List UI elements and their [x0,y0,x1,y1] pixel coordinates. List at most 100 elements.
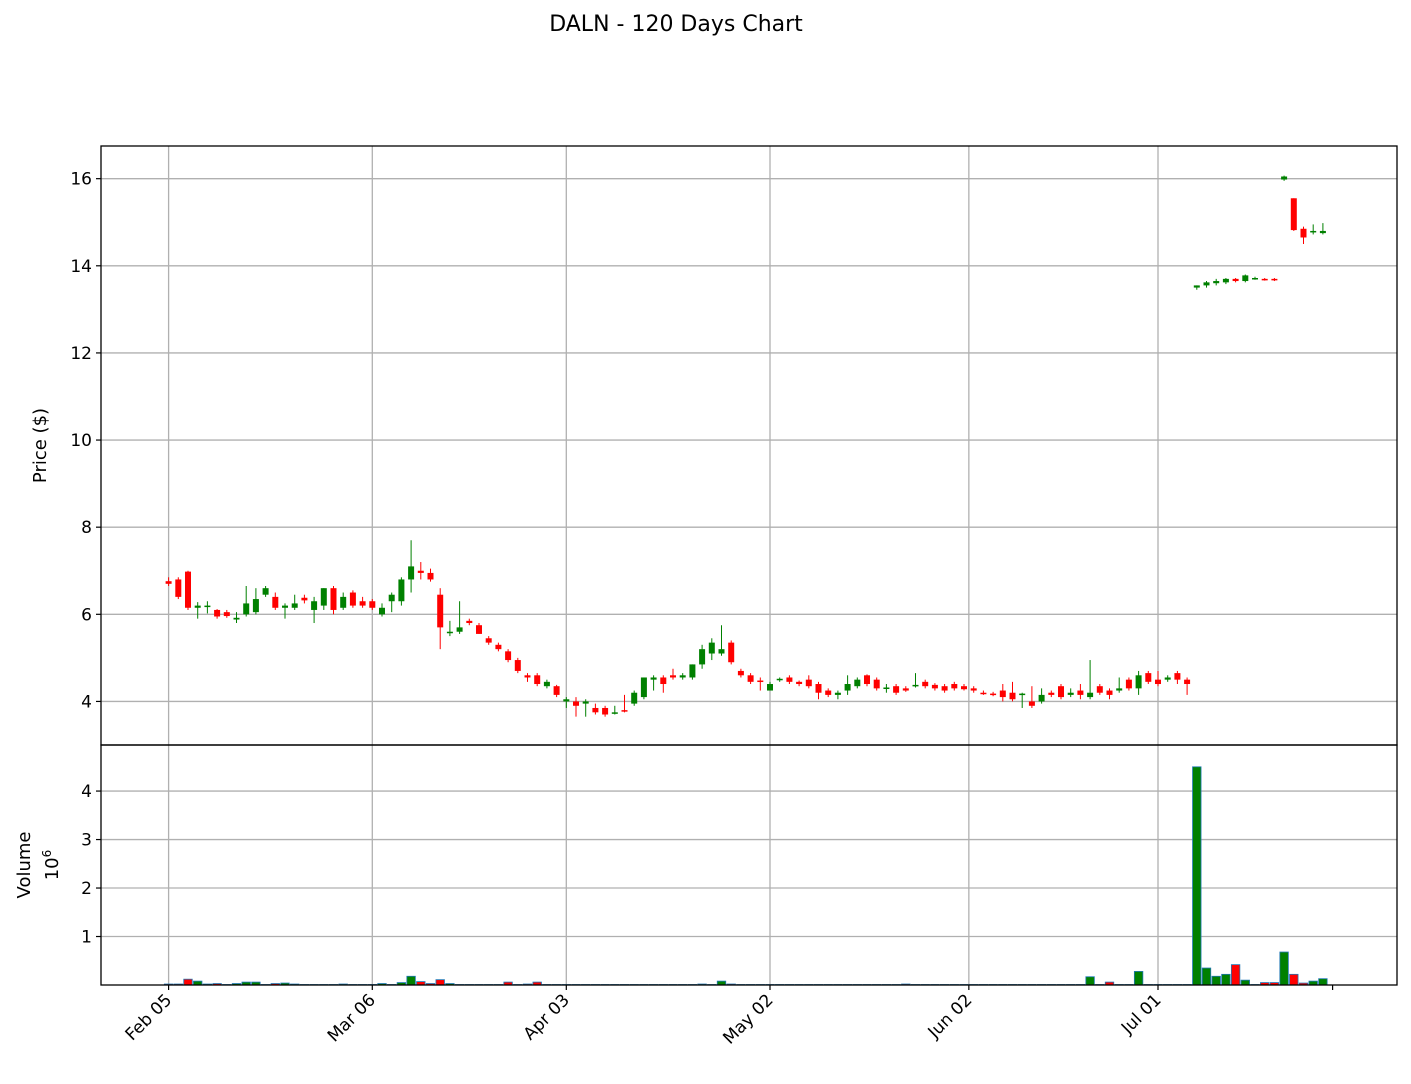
volume-axes-frame [100,744,1398,986]
candle-body [1222,278,1229,283]
chart-title: DALN - 120 Days Chart [549,12,803,37]
candle-body [408,566,415,580]
candle-body [1028,701,1035,706]
candle-body [1038,694,1045,702]
candle-body [1252,277,1258,280]
candle-body [825,690,832,695]
volume-bar [1192,766,1202,986]
candle-body [912,684,919,687]
price-ytick-label: 16 [70,170,92,190]
candle-body [272,596,279,608]
candle-body [1164,677,1171,680]
candle-body [1019,693,1026,696]
xtick-label: Apr 03 [520,990,574,1044]
candle-body [427,572,434,580]
candle-body [902,688,909,691]
xtick-label: Jun 02 [924,990,977,1043]
candle-body [388,594,395,602]
candle-body [1135,675,1142,689]
candle-body [185,571,191,608]
candle-body [282,605,288,608]
candle-body [495,644,502,650]
candle-body [1058,686,1064,698]
candle-body [204,605,211,608]
candle-body [951,684,958,689]
volume-bar [1289,973,1299,986]
candle-body [1067,692,1074,695]
candle-body [359,601,366,606]
volume-ytick-label: 4 [81,782,92,802]
volume-bar [1133,971,1144,986]
candle-body [883,687,890,689]
xtick-label: Feb 05 [122,990,177,1045]
candle-body [961,686,967,690]
candle-body [1281,176,1288,180]
candle-body [175,579,182,597]
candle-body [563,699,570,702]
candle-body [485,638,492,643]
candle-body [631,692,638,704]
candle-body [611,712,618,714]
xtick-label: May 02 [719,990,777,1048]
candle-body [767,684,773,691]
candle-body [776,678,783,681]
candle-body [349,592,356,606]
volume-bar [1201,967,1212,986]
candle-body [437,594,444,628]
volume-ytick-label: 2 [81,879,92,899]
candle-body [1174,673,1181,680]
candle-body [747,675,754,682]
candle-body [1242,275,1249,282]
candle-body [1125,679,1132,689]
candle-body [970,688,977,691]
candle-body [514,660,521,671]
candle-body [534,675,541,685]
candle-body [379,607,385,615]
volume-bar [435,979,445,986]
candle-body [1300,228,1307,238]
volume-bar [1318,978,1328,986]
candle-body [757,680,764,683]
candle-body [796,681,803,685]
candle-body [1310,230,1317,233]
volume-bar [1085,976,1095,986]
candle-body [446,631,453,634]
price-axis-label: Price ($) [30,408,51,483]
candle-body [311,601,318,610]
candle-body [786,677,793,682]
candle-body [873,679,880,689]
volume-bar [1230,964,1241,986]
candle-body [1213,281,1220,284]
candle-body [1106,690,1113,695]
candle-body [543,681,550,687]
candle-body [214,609,221,617]
candle-body [679,675,686,678]
candle-body [1232,278,1239,282]
candle-body [223,612,230,617]
candle-body [834,692,841,695]
volume-scale-base: 10 [42,857,63,880]
candle-body [689,664,696,678]
candle-body [1290,198,1297,231]
candle-body [505,651,512,661]
candle-body [718,649,725,654]
xtick-label: Jul 01 [1117,990,1165,1038]
candle-body [737,670,744,676]
candle-body [699,649,706,665]
candle-body [1048,692,1055,695]
candle-body [1145,673,1152,682]
volume-scale-exponent: 6 [40,850,54,858]
candle-body [476,625,482,634]
candle-body [1096,686,1103,693]
candle-body [243,603,250,615]
candle-body [1009,692,1016,700]
candle-body [990,693,997,696]
price-ytick-label: 10 [70,431,92,451]
candle-body [1184,679,1191,685]
candle-body [670,675,676,678]
candle-body [301,597,308,601]
candle-body [893,686,900,693]
volume-bar [183,978,193,986]
candle-body [466,620,473,624]
candle-body [1116,688,1123,691]
